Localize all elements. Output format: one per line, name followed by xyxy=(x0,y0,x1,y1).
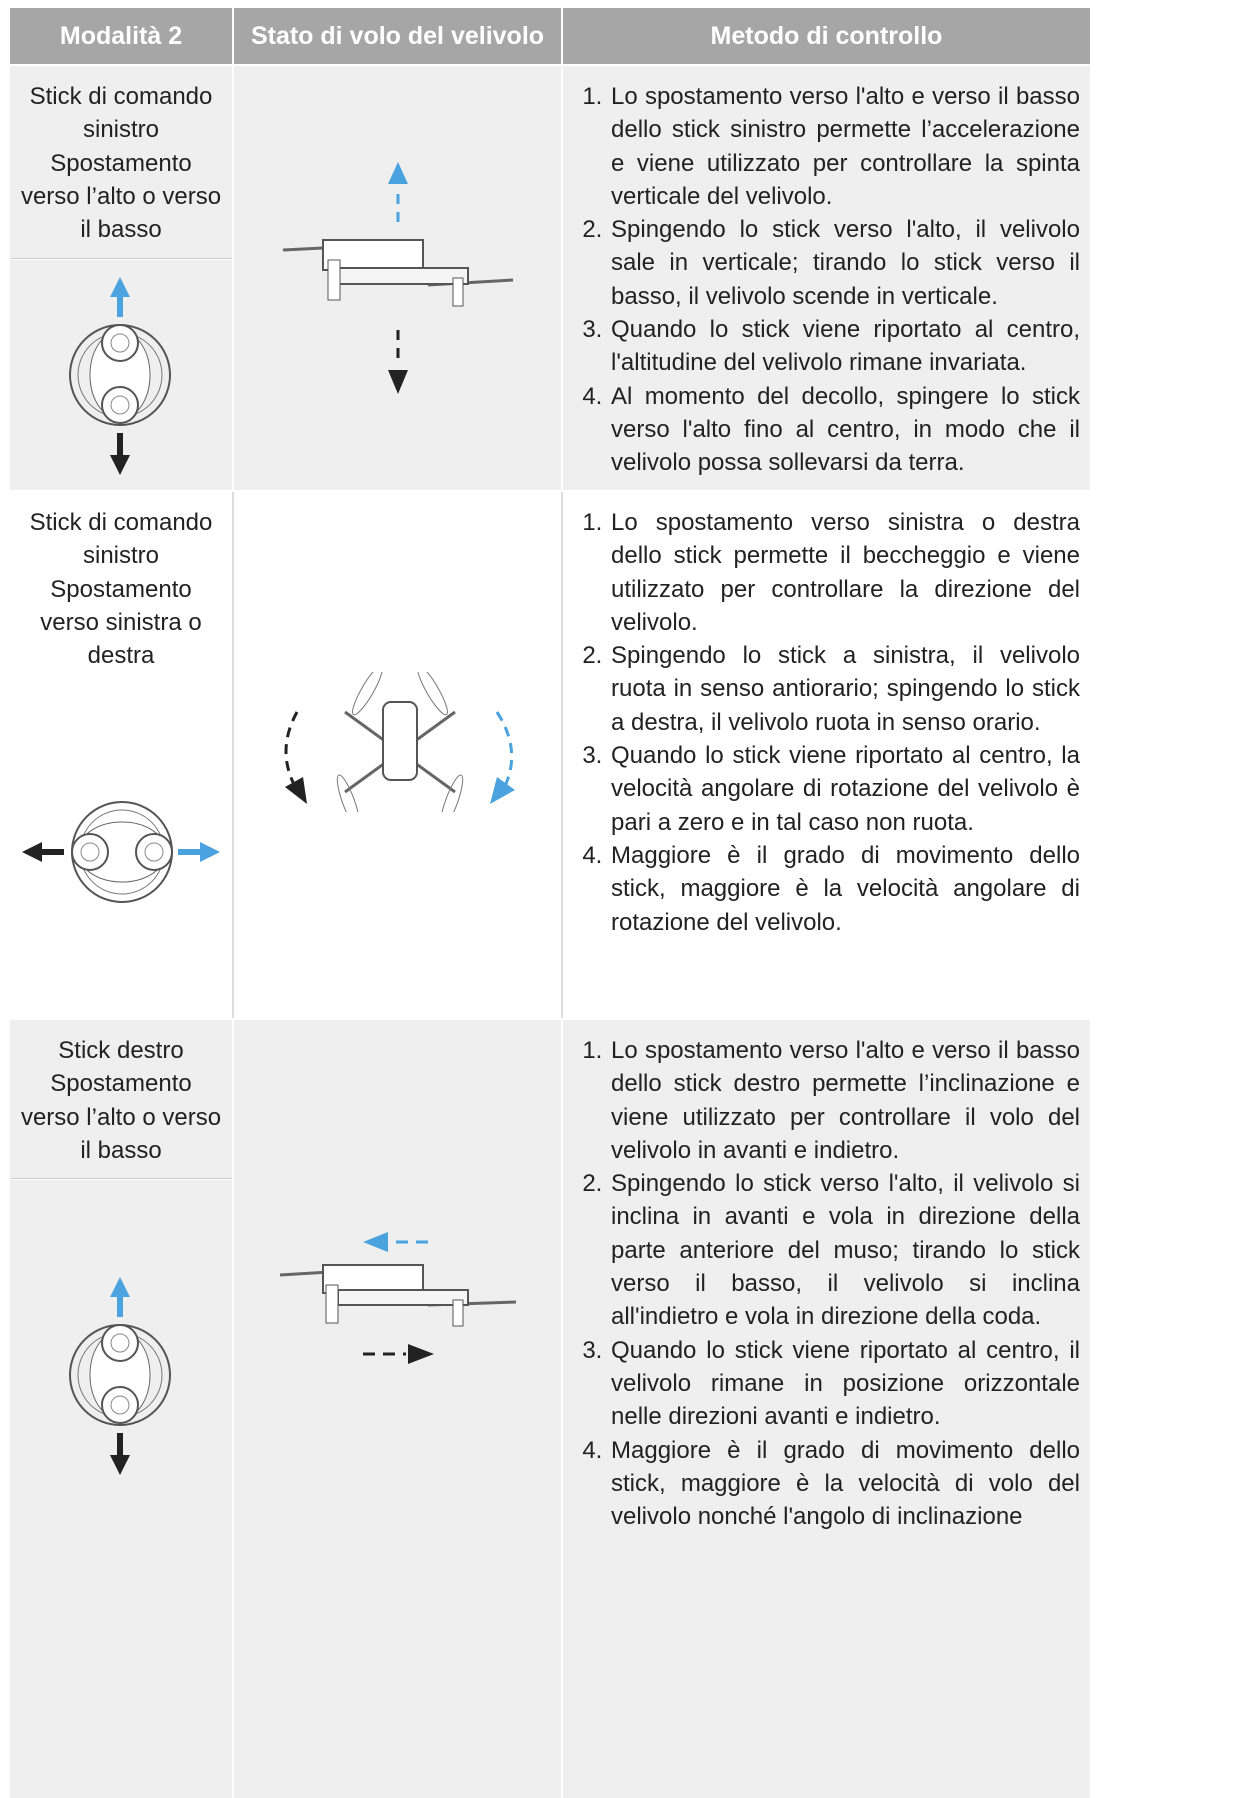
method-item: Lo spostamento verso sinistra o destra d… xyxy=(609,506,1080,639)
divider xyxy=(10,1178,232,1179)
drone-illustration xyxy=(284,672,515,812)
header-cell: Metodo di controllo xyxy=(563,8,1090,64)
method-cell: Lo spostamento verso l'alto e verso il b… xyxy=(563,1020,1090,1533)
method-cell: Lo spostamento verso l'alto e verso il b… xyxy=(563,66,1090,480)
stick-illustration xyxy=(69,1277,171,1475)
stick-illustration xyxy=(69,277,171,475)
divider xyxy=(10,258,232,259)
row-label: Stick destro Spostamento verso l’alto o … xyxy=(20,1037,222,1164)
method-item: Lo spostamento verso l'alto e verso il b… xyxy=(609,1034,1080,1167)
cell-bg xyxy=(10,1020,232,1178)
divider xyxy=(232,492,234,1018)
header-cell: Modalità 2 xyxy=(10,8,232,64)
cell-bg xyxy=(10,1180,232,1798)
divider xyxy=(561,492,563,1018)
cell-bg xyxy=(234,1020,561,1798)
method-item: Spingendo lo stick verso l'alto, il veli… xyxy=(609,213,1080,313)
method-item: Quando lo stick viene riportato al centr… xyxy=(609,1334,1080,1434)
stick-illustration xyxy=(22,801,220,903)
method-cell: Lo spostamento verso sinistra o destra d… xyxy=(563,492,1090,939)
drone-illustration xyxy=(279,1232,517,1364)
cell-bg xyxy=(563,1020,1090,1798)
row-label: Stick di comando sinistro Spostamento ve… xyxy=(29,509,213,670)
method-item: Spingendo lo stick verso l'alto, il veli… xyxy=(609,1167,1080,1333)
cell-bg xyxy=(10,66,232,258)
method-item: Maggiore è il grado di movimento dello s… xyxy=(609,1434,1080,1534)
header-cell: Stato di volo del velivolo xyxy=(234,8,561,64)
cell-bg xyxy=(563,66,1090,490)
method-item: Maggiore è il grado di movimento dello s… xyxy=(609,839,1080,939)
method-item: Spingendo lo stick a sinistra, il velivo… xyxy=(609,639,1080,739)
row-label: Stick di comando sinistro Spostamento ve… xyxy=(20,83,222,244)
method-item: Al momento del decollo, spingere lo stic… xyxy=(609,380,1080,480)
drone-illustration xyxy=(282,162,514,394)
method-item: Quando lo stick viene riportato al centr… xyxy=(609,313,1080,380)
method-item: Lo spostamento verso l'alto e verso il b… xyxy=(609,80,1080,213)
method-item: Quando lo stick viene riportato al centr… xyxy=(609,739,1080,839)
